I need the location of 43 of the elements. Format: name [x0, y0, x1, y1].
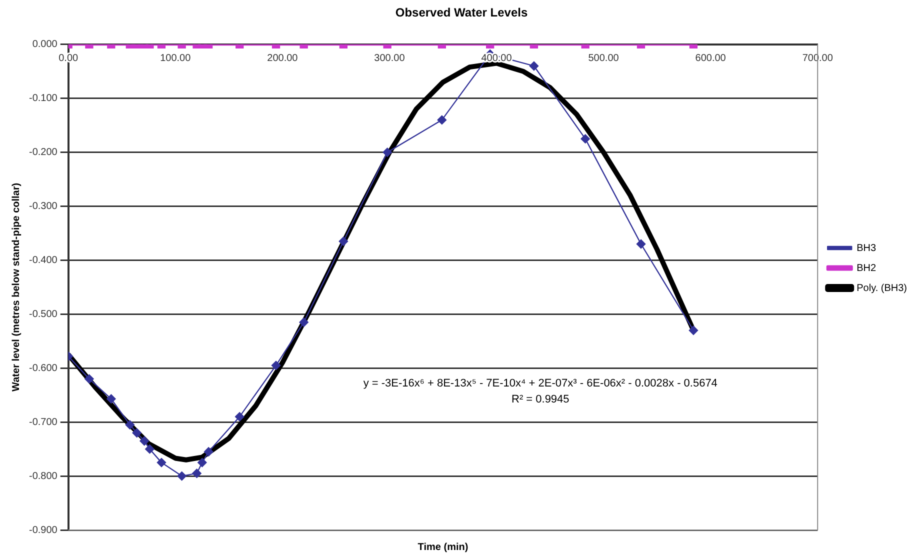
y-tick-label: 0.000	[32, 39, 58, 50]
x-tick-label: 300.00	[374, 53, 406, 64]
y-tick-label: -0.800	[28, 470, 58, 482]
point	[192, 468, 202, 478]
point	[382, 148, 392, 157]
point	[204, 447, 214, 456]
x-tick-label: 200.00	[267, 53, 298, 64]
x-tick-label: 600.00	[695, 53, 726, 64]
legend-label: Poly. (BH3)	[856, 282, 908, 294]
y-tick-label: -0.400	[28, 254, 58, 266]
y-tick-label: -0.300	[28, 201, 58, 212]
point	[437, 115, 447, 125]
point	[636, 239, 646, 249]
x-tick-label: 100.00	[160, 53, 192, 64]
x-axis-title: Time (min)	[418, 542, 468, 553]
annotation: R² = 0.9945	[511, 394, 570, 406]
y-tick-label: -0.200	[28, 147, 58, 158]
x-tick-label: 500.00	[588, 53, 620, 64]
legend-label: BH3	[856, 242, 877, 254]
point	[177, 471, 186, 481]
y-tick-label: -0.500	[28, 308, 58, 320]
point	[84, 374, 94, 384]
point	[271, 360, 281, 370]
point	[125, 420, 134, 430]
point	[688, 326, 698, 335]
y-tick-label: -0.600	[28, 362, 58, 374]
y-tick-label: -0.900	[28, 524, 58, 536]
chart-title: Observed Water Levels	[395, 6, 528, 20]
point	[145, 444, 154, 454]
y-tick-label: -0.700	[28, 416, 58, 428]
y-tick-label: -0.100	[28, 93, 58, 104]
point	[198, 458, 207, 468]
point	[106, 394, 116, 404]
point	[235, 412, 244, 422]
point	[338, 236, 348, 246]
legend-label: BH2	[856, 262, 877, 274]
y-axis-title: Water level (metres below stand-pipe collar)	[10, 182, 22, 392]
point	[580, 134, 590, 144]
annotation: y = -3E-16x⁶ + 8E-13x⁵ - 7E-10x⁴ + 2E-07x³ - 6E-06x² - 0.0028x - 0.5674	[363, 378, 718, 390]
point	[299, 318, 308, 327]
point	[140, 436, 149, 446]
point	[156, 458, 166, 468]
point	[132, 428, 142, 438]
